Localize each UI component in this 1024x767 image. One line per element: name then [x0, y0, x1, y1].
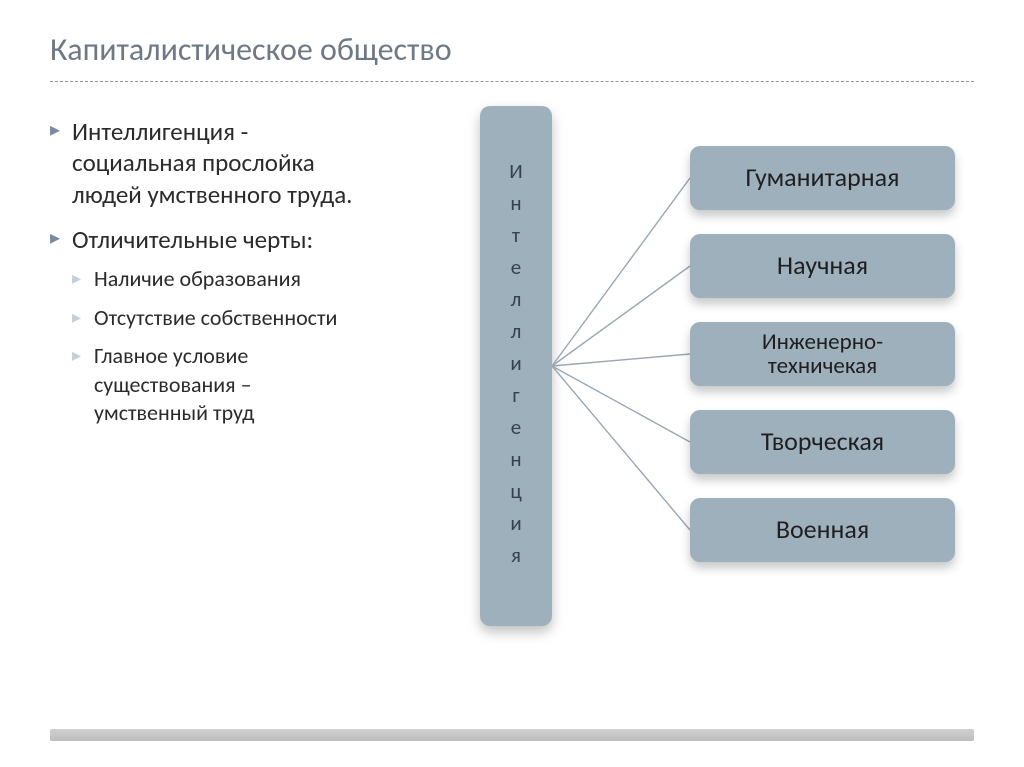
connector-line	[552, 266, 690, 366]
diagram-root-label: Интеллигенция	[503, 158, 529, 574]
diagram-child-node: Гуманитарная	[690, 146, 955, 210]
sub-bullet-list: Наличие образования Отсутствие собственн…	[72, 265, 370, 428]
connector-line	[552, 366, 690, 442]
connector-line	[552, 178, 690, 366]
text-column: Интеллигенция - социальная прослойка люд…	[50, 106, 370, 713]
content-row: Интеллигенция - социальная прослойка люд…	[50, 106, 974, 713]
diagram-child-node: Инженерно-техничекая	[690, 322, 955, 386]
diagram-child-node: Научная	[690, 234, 955, 298]
bullet-list: Интеллигенция - социальная прослойка люд…	[50, 116, 370, 428]
diagram-children: Гуманитарная Научная Инженерно-техничека…	[690, 146, 955, 562]
bullet-text: Интеллигенция - социальная прослойка люд…	[72, 116, 353, 210]
sub-bullet-item: Наличие образования	[72, 265, 370, 294]
sub-bullet-item: Отсутствие собственности	[72, 304, 370, 333]
page-title: Капиталистическое общество	[50, 30, 974, 69]
bullet-item: Отличительные черты: Наличие образования…	[50, 224, 370, 428]
diagram-child-node: Военная	[690, 498, 955, 562]
bullet-item: Интеллигенция - социальная прослойка люд…	[50, 116, 370, 210]
diagram-area: Интеллигенция Гуманитарная Научная Инжен…	[390, 106, 974, 646]
connector-line	[552, 366, 690, 530]
connector-line	[552, 354, 690, 366]
diagram-child-node: Творческая	[690, 410, 955, 474]
bullet-text: Отличительные черты:	[72, 224, 313, 255]
sub-bullet-item: Главное условие существования – умственн…	[72, 342, 370, 428]
title-divider	[50, 81, 974, 82]
diagram-root-node: Интеллигенция	[480, 106, 552, 626]
slide: Капиталистическое общество Интеллигенция…	[0, 0, 1024, 767]
bottom-accent-bar	[50, 729, 974, 741]
diagram-connectors	[550, 106, 700, 646]
